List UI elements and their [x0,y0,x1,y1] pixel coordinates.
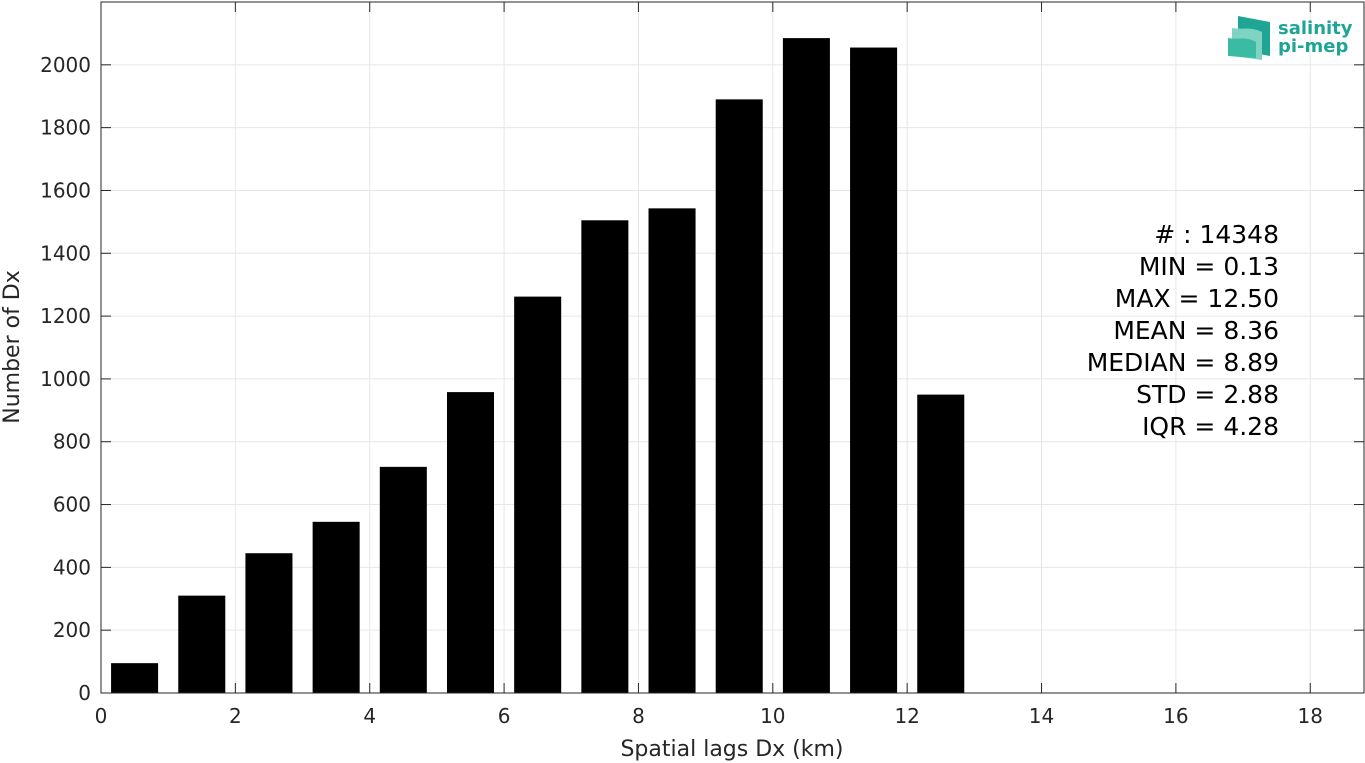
x-tick-label: 14 [1029,704,1054,728]
y-tick-label: 1800 [40,116,91,140]
y-tick-label: 200 [53,618,91,642]
y-tick-label: 1200 [40,304,91,328]
bar [178,595,226,693]
stat-line: IQR = 4.28 [1142,412,1279,441]
bar [111,663,159,693]
x-tick-label: 2 [229,704,242,728]
stat-line: MEAN = 8.36 [1113,316,1279,345]
salinity-pimep-logo: salinity pi-mep [1228,16,1353,60]
bar [446,392,495,693]
stat-line: MIN = 0.13 [1139,252,1279,281]
stat-line: MAX = 12.50 [1115,284,1279,313]
logo-line-2: pi-mep [1278,36,1348,57]
bar [648,208,696,693]
x-tick-label: 18 [1298,704,1323,728]
y-tick-label: 1400 [40,241,91,265]
x-tick-label: 0 [95,704,108,728]
y-tick-label: 1600 [40,178,91,202]
x-tick-label: 4 [363,704,376,728]
logo-line-1: salinity [1278,18,1353,39]
x-tick-label: 8 [632,704,645,728]
y-axis-ticks: 0 200 400 600 800 1000 1200 1400 1600 1800 2000 [40,53,1364,705]
x-tick-label: 16 [1163,704,1188,728]
x-tick-label: 12 [894,704,919,728]
bar [715,99,763,694]
bar [312,521,360,693]
bars [111,38,965,694]
y-tick-label: 600 [53,493,91,517]
logo-wave-icon [1228,16,1270,60]
statistics-annotation: # : 14348 MIN = 0.13 MAX = 12.50 MEAN = 8.3… [1087,220,1279,441]
y-tick-label: 800 [53,430,91,454]
stat-line: MEDIAN = 8.89 [1087,348,1279,377]
bar [850,47,898,693]
y-tick-label: 400 [53,555,91,579]
bar [379,466,427,693]
bar [581,220,629,693]
x-axis-label: Spatial lags Dx (km) [620,737,843,762]
y-axis-label: Number of Dx [0,270,25,424]
x-axis-ticks: 0 2 4 6 8 10 12 14 16 18 [95,2,1323,728]
bar [782,38,830,693]
y-tick-label: 1000 [40,367,91,391]
bar [245,553,293,693]
stat-line: # : 14348 [1154,220,1279,249]
y-tick-label: 2000 [40,53,91,77]
x-tick-label: 10 [760,704,785,728]
bar [917,394,965,693]
axes-box [100,1,1365,694]
y-tick-label: 0 [78,681,91,705]
bar [514,296,562,693]
x-tick-label: 6 [498,704,511,728]
stat-line: STD = 2.88 [1136,380,1279,409]
